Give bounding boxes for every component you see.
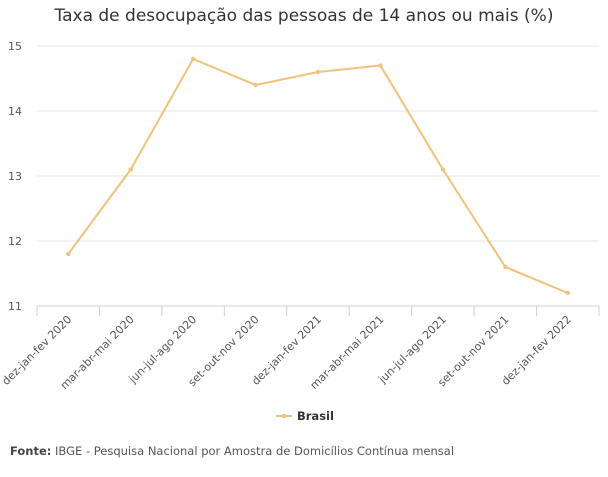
source-note: Fonte: IBGE - Pesquisa Nacional por Amos… [10, 444, 454, 458]
data-point[interactable] [503, 264, 508, 270]
y-tick-label: 15 [8, 40, 22, 53]
data-point[interactable] [66, 251, 71, 257]
y-axis: 11 12 13 14 15 [8, 40, 22, 313]
x-tick-label: dez-jan-fev 2022 [499, 313, 574, 388]
data-point[interactable] [253, 82, 258, 88]
data-point[interactable] [315, 69, 321, 75]
y-tick-label: 13 [8, 170, 22, 183]
data-point[interactable] [128, 167, 133, 172]
legend-symbol-marker [281, 413, 287, 419]
legend-label[interactable]: Brasil [297, 409, 334, 423]
y-tick-label: 14 [8, 105, 22, 118]
source-text: IBGE - Pesquisa Nacional por Amostra de … [55, 444, 455, 458]
source-label: Fonte: [10, 444, 52, 458]
gridlines [37, 45, 599, 242]
x-tick-label: jun-jul-ago 2020 [126, 313, 200, 387]
series-group [66, 56, 570, 296]
data-point[interactable] [190, 56, 196, 62]
data-point[interactable] [565, 290, 570, 296]
chart-title: Taxa de desocupação das pessoas de 14 an… [54, 6, 554, 26]
data-point[interactable] [378, 63, 383, 68]
legend[interactable]: Brasil [276, 409, 334, 423]
y-tick-label: 12 [8, 235, 22, 248]
data-point[interactable] [440, 167, 446, 172]
y-tick-label: 11 [8, 300, 22, 313]
x-tick-label: jun-jul-ago 2021 [375, 313, 449, 387]
